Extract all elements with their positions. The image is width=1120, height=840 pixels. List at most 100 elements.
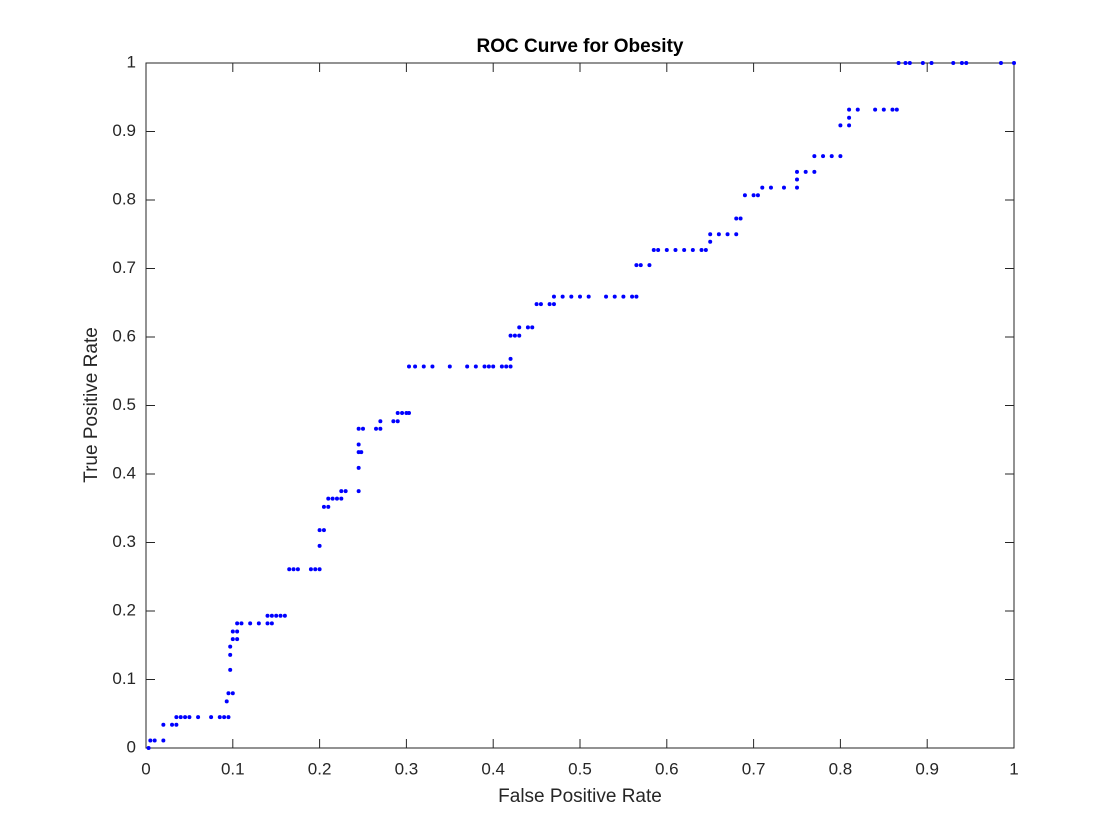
y-tick-label: 0.6 xyxy=(112,326,136,345)
point xyxy=(699,248,704,253)
point xyxy=(407,411,412,416)
point xyxy=(196,715,201,720)
point xyxy=(313,567,318,572)
point xyxy=(634,263,639,268)
point xyxy=(230,691,235,696)
point xyxy=(235,621,240,626)
point xyxy=(525,325,530,330)
point xyxy=(265,621,270,626)
point xyxy=(465,364,470,369)
y-tick-label: 0.7 xyxy=(112,258,136,277)
point xyxy=(821,154,826,159)
point xyxy=(881,107,886,112)
point xyxy=(760,185,765,190)
y-tick-label: 0.2 xyxy=(112,600,136,619)
point xyxy=(795,169,799,174)
point xyxy=(638,263,643,268)
point xyxy=(630,294,635,299)
x-axis-label: False Positive Rate xyxy=(498,786,662,807)
point xyxy=(508,333,513,338)
point xyxy=(269,621,274,626)
point xyxy=(248,621,253,626)
point xyxy=(265,613,270,618)
point xyxy=(651,248,656,253)
x-tick-label: 1 xyxy=(1009,759,1018,778)
point xyxy=(235,629,240,634)
y-tick-label: 0.8 xyxy=(112,189,136,208)
x-tick-label: 0.4 xyxy=(481,759,505,778)
point xyxy=(547,302,552,307)
point xyxy=(256,621,261,626)
y-tick-label: 0.3 xyxy=(112,532,136,551)
point xyxy=(361,426,365,431)
point xyxy=(317,528,322,533)
point xyxy=(282,613,287,618)
point xyxy=(508,364,513,369)
point xyxy=(604,294,609,299)
point xyxy=(378,426,383,431)
point xyxy=(146,746,151,750)
point xyxy=(407,364,412,369)
point xyxy=(1012,61,1016,65)
point xyxy=(664,248,669,253)
point xyxy=(812,154,817,159)
point xyxy=(295,567,300,572)
x-tick-label: 0.5 xyxy=(568,759,592,778)
point xyxy=(578,294,582,299)
point xyxy=(929,61,934,65)
point xyxy=(499,364,504,369)
point xyxy=(230,637,235,642)
x-tick-label: 0.8 xyxy=(829,759,853,778)
point xyxy=(512,333,517,338)
point xyxy=(951,61,956,65)
point xyxy=(226,715,231,720)
point xyxy=(400,411,405,416)
point xyxy=(308,567,313,572)
point xyxy=(330,496,335,501)
point xyxy=(413,364,418,369)
point xyxy=(486,364,491,369)
point xyxy=(890,107,895,112)
point xyxy=(395,411,400,416)
point xyxy=(228,652,233,657)
x-tick-label: 0.7 xyxy=(742,759,766,778)
point xyxy=(482,364,487,369)
point xyxy=(873,107,878,112)
point xyxy=(847,115,852,120)
point xyxy=(534,302,539,307)
y-tick-label: 0.1 xyxy=(112,669,136,688)
point xyxy=(920,61,925,65)
point xyxy=(491,364,496,369)
x-tick-label: 0.3 xyxy=(395,759,419,778)
point xyxy=(430,364,435,369)
point xyxy=(326,496,331,501)
point xyxy=(907,61,912,65)
y-tick-label: 0 xyxy=(127,737,136,756)
point xyxy=(217,715,222,720)
point xyxy=(378,419,383,424)
y-tick-label: 0.5 xyxy=(112,395,136,414)
point xyxy=(339,496,344,501)
point xyxy=(274,613,279,618)
point xyxy=(838,154,843,159)
point xyxy=(847,107,852,112)
point xyxy=(751,193,756,198)
point xyxy=(228,644,233,649)
point xyxy=(560,294,565,299)
point xyxy=(356,465,361,470)
point xyxy=(612,294,617,299)
point xyxy=(508,356,513,361)
point xyxy=(239,621,244,626)
point xyxy=(421,364,426,369)
point xyxy=(621,294,626,299)
chart-title: ROC Curve for Obesity xyxy=(477,36,684,57)
point xyxy=(530,325,535,330)
point xyxy=(847,123,852,128)
point xyxy=(755,193,760,198)
point xyxy=(734,232,739,237)
point xyxy=(228,667,233,672)
point xyxy=(894,107,899,112)
point xyxy=(903,61,908,65)
point xyxy=(829,154,834,159)
